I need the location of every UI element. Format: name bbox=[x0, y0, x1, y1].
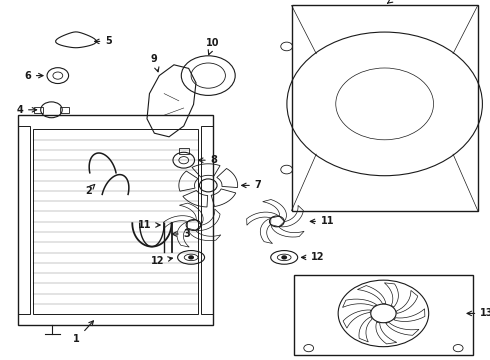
Bar bbox=[34, 107, 43, 113]
Text: 13: 13 bbox=[467, 309, 490, 318]
Text: 11: 11 bbox=[310, 216, 335, 226]
Text: 10: 10 bbox=[206, 38, 220, 55]
Text: 2: 2 bbox=[85, 184, 95, 196]
Text: 6: 6 bbox=[24, 71, 43, 81]
Text: 3: 3 bbox=[172, 229, 191, 239]
Circle shape bbox=[188, 255, 194, 260]
Text: 13: 13 bbox=[388, 0, 406, 3]
Text: 1: 1 bbox=[74, 321, 94, 345]
Text: 7: 7 bbox=[242, 180, 262, 190]
Bar bbox=[60, 107, 69, 113]
Circle shape bbox=[281, 255, 287, 260]
Text: 5: 5 bbox=[95, 36, 112, 46]
Text: 9: 9 bbox=[151, 54, 159, 72]
Text: 4: 4 bbox=[16, 105, 37, 115]
Text: 11: 11 bbox=[138, 220, 160, 230]
Text: 8: 8 bbox=[198, 155, 218, 165]
Bar bbox=[179, 148, 189, 154]
Text: 12: 12 bbox=[150, 256, 172, 266]
Text: 12: 12 bbox=[301, 252, 325, 262]
